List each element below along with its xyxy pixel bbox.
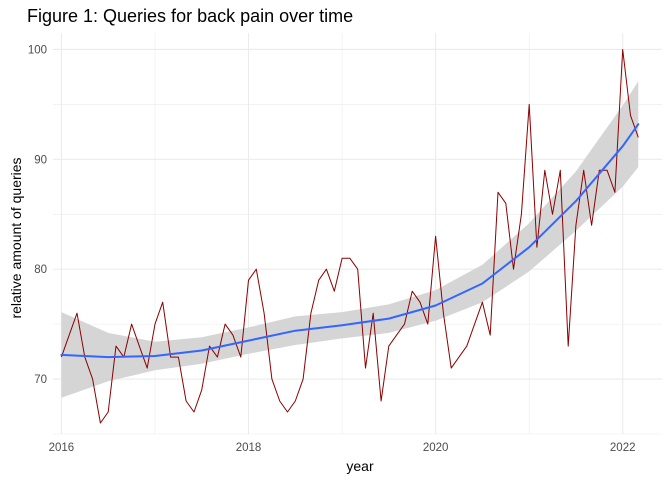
smooth-line-group <box>60 123 640 359</box>
x-tick-label: 2016 <box>49 442 75 454</box>
x-tick-label: 2022 <box>610 442 636 454</box>
series-line-group <box>60 49 639 424</box>
y-tick-label: 100 <box>28 44 47 56</box>
y-tick-label: 80 <box>34 264 47 276</box>
tick-labels: 2016 2018 2020 2022 70 80 90 100 <box>28 44 636 454</box>
series-line <box>60 49 639 424</box>
y-tick-label: 70 <box>34 374 47 386</box>
x-tick-label: 2018 <box>236 442 262 454</box>
x-tick-label: 2020 <box>423 442 449 454</box>
y-tick-label: 90 <box>34 154 47 166</box>
smooth-trend-line <box>60 123 640 359</box>
y-axis-title: relative amount of queries <box>8 157 24 318</box>
x-axis-title: year <box>346 458 374 474</box>
confidence-ribbon <box>61 81 639 398</box>
confidence-ribbon-group <box>61 81 639 398</box>
chart-title: Figure 1: Queries for back pain over tim… <box>27 6 354 26</box>
